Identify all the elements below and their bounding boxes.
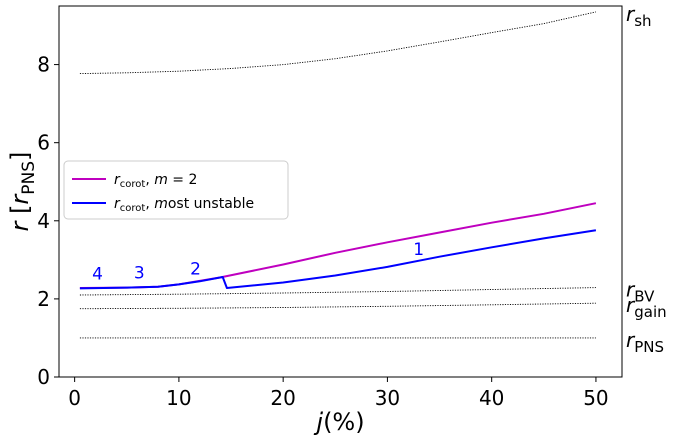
x-tick-label: 10 [166,386,191,410]
x-axis-label: j(%) [313,408,364,435]
segment-label: 2 [190,260,201,280]
series-line [79,302,596,310]
series-line [79,229,597,290]
series-line [79,287,596,296]
legend-entry: rcorot, m = 2 [114,172,197,190]
radius-label: rBV [626,278,655,306]
y-tick-label: 6 [37,131,50,155]
y-tick-label: 2 [37,287,50,311]
x-tick-label: 40 [479,386,504,410]
x-tick-label: 50 [583,386,608,410]
radius-label: rgain [626,293,667,321]
plot-frame [58,5,623,378]
segment-label: 4 [92,264,103,284]
radius-label: rPNS [626,328,664,356]
radius-label: rsh [626,2,652,30]
x-tick-label: 30 [375,386,400,410]
legend-box [63,160,289,220]
x-tick-label: 20 [270,386,295,410]
series-line [79,11,596,75]
segment-label: 1 [413,240,424,260]
y-axis-label: r [rPNS] [6,152,39,232]
legend: rcorot, m = 2 rcorot, most unstable [63,160,289,220]
y-tick-label: 8 [37,53,50,77]
y-tick-label: 0 [37,365,50,389]
legend-entry: rcorot, most unstable [114,196,254,214]
y-tick-label: 4 [37,209,50,233]
segment-label: 3 [134,264,145,284]
x-tick-label: 0 [68,386,81,410]
